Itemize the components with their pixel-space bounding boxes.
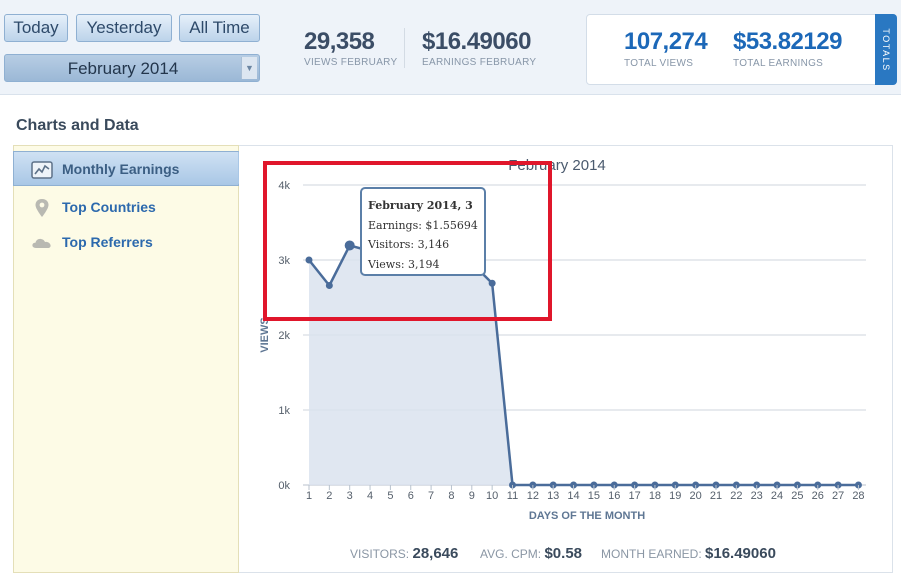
- x-tick-label: 8: [448, 490, 454, 502]
- month-select-value: February 2014: [67, 59, 179, 78]
- x-tick-label: 2: [326, 490, 332, 502]
- y-tick-label: 3k: [278, 255, 290, 267]
- x-tick-label: 27: [832, 490, 844, 502]
- footer-cpm-label: AVG. CPM:: [480, 547, 542, 561]
- footer-cpm-value: $0.58: [544, 545, 583, 562]
- x-tick-label: 26: [812, 490, 824, 502]
- data-point: [344, 240, 355, 251]
- data-point: [325, 282, 333, 289]
- totals-box: 107,274 TOTAL VIEWS $53.82129 TOTAL EARN…: [586, 14, 897, 85]
- chevron-down-icon[interactable]: ▼: [241, 57, 257, 79]
- x-tick-label: 9: [469, 490, 475, 502]
- views-month-label: VIEWS FEBRUARY: [304, 57, 398, 68]
- x-tick-label: 25: [791, 490, 803, 502]
- x-tick-label: 28: [852, 490, 864, 502]
- x-tick-label: 19: [669, 490, 681, 502]
- sidebar-item-top-countries[interactable]: Top Countries: [14, 190, 238, 226]
- header-bar: Today Yesterday All Time February 2014 ▼…: [0, 0, 901, 95]
- x-tick-label: 5: [387, 490, 393, 502]
- footer-month-earned: MONTH EARNED: $16.49060: [601, 545, 776, 562]
- x-tick-label: 22: [730, 490, 742, 502]
- month-select[interactable]: February 2014 ▼: [4, 54, 260, 82]
- footer-visitors-value: 28,646: [412, 545, 459, 562]
- footer-visitors: VISITORS: 28,646: [350, 545, 458, 562]
- total-views-value: 107,274: [624, 28, 708, 55]
- today-button[interactable]: Today: [4, 14, 68, 42]
- total-views-label: TOTAL VIEWS: [624, 58, 694, 69]
- chart-panel: February 2014 0k 1k 2k 3k 4k 1 2 3 4 5 6 7 8 9 10 11 12 13…: [239, 145, 893, 573]
- yesterday-button[interactable]: Yesterday: [76, 14, 172, 42]
- tooltip-views: Views: 3,194: [368, 257, 440, 271]
- footer-earned-value: $16.49060: [705, 545, 776, 562]
- x-tick-label: 10: [486, 490, 498, 502]
- tooltip-title: February 2014, 3: [368, 199, 473, 212]
- cloud-icon: [32, 238, 51, 248]
- sidebar-item-top-referrers[interactable]: Top Referrers: [14, 225, 238, 261]
- series-area: [309, 245, 859, 485]
- views-month-value: 29,358: [304, 28, 375, 55]
- x-tick-label: 17: [628, 490, 640, 502]
- data-point: [488, 279, 496, 287]
- totals-tab[interactable]: TOTALS: [875, 14, 897, 85]
- sidebar-item-label: Top Referrers: [62, 234, 153, 250]
- x-tick-label: 15: [588, 490, 600, 502]
- earnings-month-value: $16.49060: [422, 28, 531, 55]
- chart-title: February 2014: [508, 157, 606, 174]
- footer-earned-label: MONTH EARNED:: [601, 547, 702, 561]
- x-tick-label: 21: [710, 490, 722, 502]
- x-tick-label: 18: [649, 490, 661, 502]
- y-tick-label: 1k: [278, 405, 290, 417]
- tooltip-earnings: Earnings: $1.55694: [368, 218, 478, 232]
- section-title: Charts and Data: [16, 117, 139, 134]
- x-tick-label: 13: [547, 490, 559, 502]
- map-pin-icon: [35, 199, 49, 217]
- all-time-button[interactable]: All Time: [179, 14, 260, 42]
- sidebar-item-label: Monthly Earnings: [62, 161, 180, 177]
- x-axis-title: DAYS OF THE MONTH: [529, 510, 645, 522]
- sidebar-item-monthly-earnings[interactable]: Monthly Earnings: [13, 151, 248, 186]
- x-tick-label: 14: [567, 490, 579, 502]
- x-tick-label: 3: [347, 490, 353, 502]
- earnings-month-label: EARNINGS FEBRUARY: [422, 57, 537, 68]
- y-axis-title: VIEWS: [259, 317, 271, 352]
- x-tick-label: 7: [428, 490, 434, 502]
- totals-tab-label: TOTALS: [881, 27, 891, 72]
- y-tick-label: 2k: [278, 330, 290, 342]
- x-tick-label: 24: [771, 490, 783, 502]
- y-tick-label: 4k: [278, 180, 290, 192]
- line-chart-icon: [31, 161, 53, 179]
- x-tick-label: 23: [751, 490, 763, 502]
- sidebar: Monthly Earnings Top Countries Top Refer…: [13, 145, 248, 573]
- tooltip-visitors: Visitors: 3,146: [368, 238, 450, 251]
- sidebar-item-label: Top Countries: [62, 199, 156, 215]
- total-earnings-label: TOTAL EARNINGS: [733, 58, 824, 69]
- x-tick-label: 20: [690, 490, 702, 502]
- stat-divider: [404, 28, 405, 68]
- x-tick-label: 11: [507, 490, 518, 502]
- chart-tooltip: February 2014, 3 Earnings: $1.55694 Visi…: [360, 187, 486, 276]
- y-tick-label: 0k: [278, 480, 290, 492]
- x-tick-label: 6: [408, 490, 414, 502]
- footer-visitors-label: VISITORS:: [350, 547, 410, 561]
- x-tick-label: 1: [306, 490, 312, 502]
- total-earnings-value: $53.82129: [733, 28, 842, 55]
- x-tick-label: 4: [367, 490, 373, 502]
- x-tick-label: 16: [608, 490, 620, 502]
- footer-cpm: AVG. CPM: $0.58: [480, 545, 582, 562]
- data-point: [305, 256, 313, 264]
- x-tick-label: 12: [527, 490, 539, 502]
